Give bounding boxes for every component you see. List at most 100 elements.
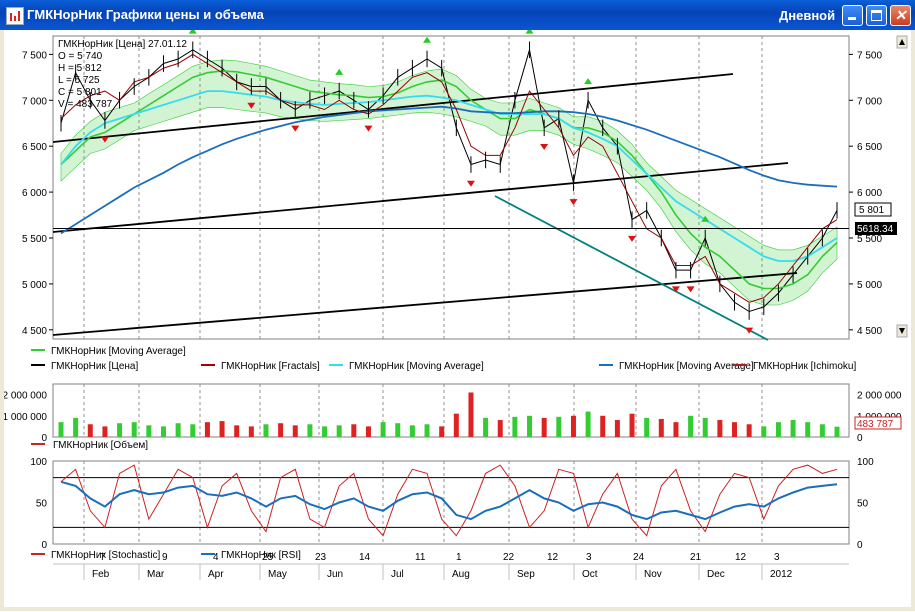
date-day-label: 4 [213,552,219,563]
date-month-label: Aug [452,569,470,580]
price-tick-label-left: 7 000 [22,96,47,107]
volume-bar [819,424,825,437]
legend-label-volume: ГМКНорНик [Объем] [53,439,148,451]
osc-tick-label-left: 100 [30,457,47,468]
minimize-button[interactable] [842,5,863,26]
volume-bar [263,424,269,437]
volume-bar [746,424,752,437]
volume-bar [248,426,254,437]
overlay-title: ГМКНорНик [Цена] 27.01.12 [58,39,187,50]
volume-bar [512,416,518,437]
fractal-down-marker [466,180,475,187]
volume-bar [570,415,576,437]
volume-bar [351,424,357,437]
date-month-label: Jul [391,569,404,580]
volume-last-value: 483 787 [857,419,894,430]
osc-tick-label-left: 50 [36,499,48,510]
date-day-label: 14 [359,552,371,563]
volume-bar [805,422,811,437]
legend-label-price-1: ГМКНорНик [Цена] [51,361,138,372]
stochastic-line [60,464,838,537]
volume-bar [73,417,79,437]
volume-bar [600,415,606,437]
volume-bar [483,417,489,437]
price-tick-label-left: 6 500 [22,142,47,153]
window-title: ГМКНорНик Графики цены и объема [27,7,264,22]
volume-bar [365,426,371,437]
volume-pane[interactable] [52,383,850,438]
overlay-low: L = 5 725 [58,75,100,86]
price-pane[interactable] [52,35,850,340]
fractal-down-marker [628,235,637,242]
date-month-label: Jun [327,569,343,580]
volume-bar [395,423,401,437]
date-day-label: 11 [415,552,426,563]
fractal-up-marker [525,27,534,34]
scroll-down-arrow[interactable] [896,324,908,338]
volume-tick-label-left: 0 [41,433,47,444]
price-tick-label-right: 5 500 [857,234,882,245]
osc-tick-label-right: 50 [857,499,869,510]
volume-tick-label-left: 2 000 000 [4,391,47,402]
fractal-down-marker [686,286,695,293]
price-tick-label-left: 5 000 [22,280,47,291]
price-series-3 [60,105,838,235]
date-month-label: 2012 [770,569,793,580]
date-month-label: Apr [208,569,224,580]
volume-bar [307,424,313,437]
price-tick-label-right: 4 500 [857,326,882,337]
volume-bar [497,420,503,437]
legend-label-price-2: ГМКНорНик [Fractals] [221,361,320,372]
fractal-down-marker [540,144,549,151]
date-day-label: 12 [735,552,747,563]
volume-bar [204,422,210,437]
volume-bar [644,417,650,437]
date-day-label: 23 [315,552,327,563]
maximize-icon [871,10,882,21]
chart-area: 4 500 4 500 5 000 5 000 5 500 5 500 6 000 6 000… [3,27,911,607]
volume-bar [717,420,723,437]
legend-label-price-4: ГМКНорНик [Moving Average] [619,361,754,372]
date-month-label: Feb [92,569,110,580]
title-bar[interactable]: ГМКНорНик Графики цены и объема Дневной … [0,0,915,30]
legend-label-price-3: ГМКНорНик [Moving Average] [349,361,484,372]
date-day-label: 21 [690,552,702,563]
oscillator-pane[interactable] [52,460,850,545]
volume-bar [117,423,123,437]
date-month-label: Mar [147,569,165,580]
volume-bar [541,417,547,437]
volume-bar [87,424,93,437]
volume-bar [292,425,298,437]
overlay-open: O = 5 740 [58,51,103,62]
fractal-up-marker [188,27,197,34]
trend-line-2 [52,272,798,336]
volume-bar [58,422,64,437]
date-day-label: 3 [774,552,780,563]
volume-bar [556,416,562,437]
volume-bar [585,411,591,437]
volume-bar [322,426,328,437]
maximize-button[interactable] [866,5,887,26]
volume-bar [673,422,679,437]
fractal-up-marker [335,68,344,75]
legend-label-osc-1: ГМКНорНик [RSI] [221,550,301,561]
osc-tick-label-left: 0 [41,540,47,551]
date-month-label: Nov [644,569,662,580]
volume-bar [190,424,196,437]
fractal-up-marker [423,36,432,43]
close-button[interactable]: ✕ [890,5,911,26]
volume-bar [702,417,708,437]
volume-bar [219,421,225,437]
fractal-down-marker [569,199,578,206]
period-selector[interactable]: Дневной [779,8,836,23]
price-tick-label-right: 5 000 [857,280,882,291]
fractal-up-marker [701,215,710,222]
price-tick-label-left: 7 500 [22,50,47,61]
volume-bar [629,413,635,437]
last-close-value: 5 801 [859,205,884,216]
fractal-up-marker [584,78,593,85]
volume-bar [146,425,152,437]
fractal-down-marker [671,286,680,293]
scroll-up-arrow[interactable] [896,35,908,49]
date-day-label: 9 [162,552,168,563]
